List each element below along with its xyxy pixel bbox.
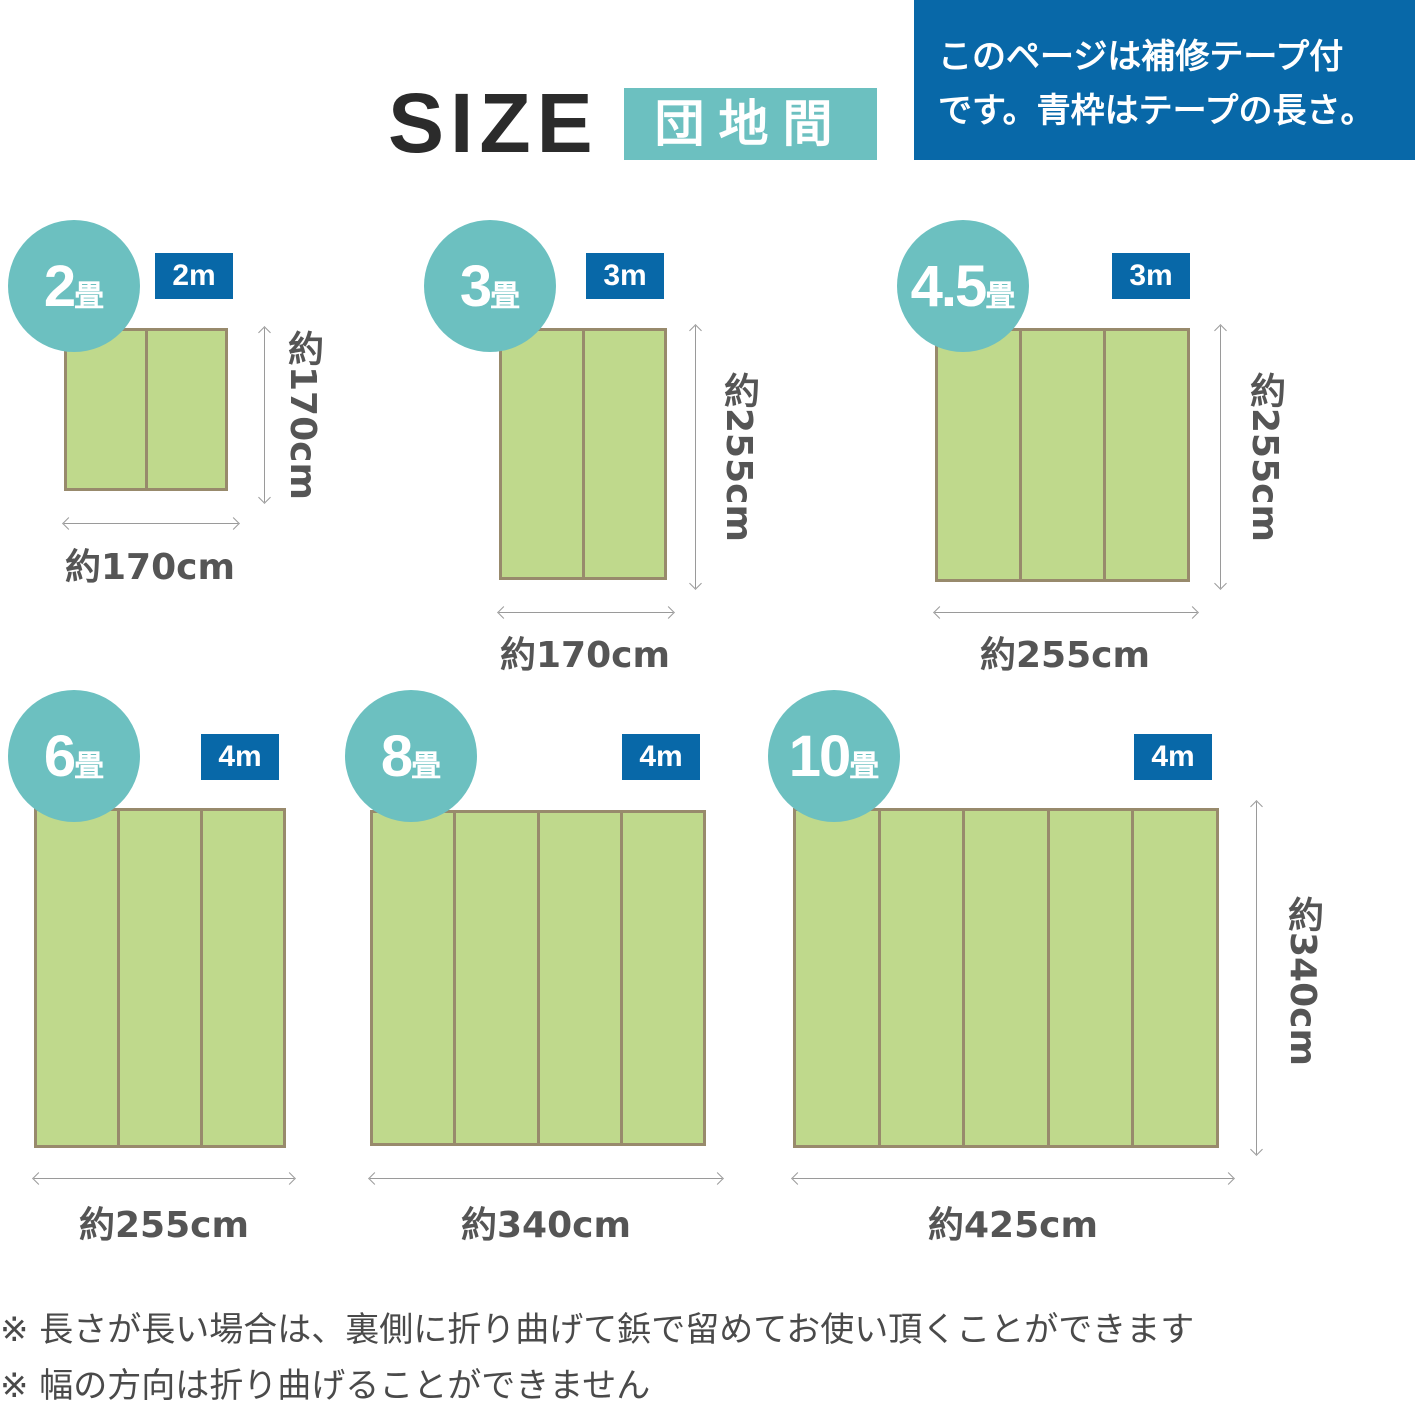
note-fold-length: ※ 長さが長い場合は、裏側に折り曲げて鋲で留めてお使い頂くことができます: [0, 1310, 1195, 1350]
tape-length-badge: 4m: [622, 734, 700, 780]
tatami-mat: [935, 328, 1190, 582]
size-unit: 畳: [411, 749, 442, 784]
width-label: 約170cm: [65, 547, 235, 588]
width-label: 約255cm: [79, 1205, 249, 1246]
mat-panel: [623, 813, 703, 1143]
notice-line-2: です。青枠はテープの長さ。: [938, 91, 1375, 131]
mat-panel: [148, 331, 226, 488]
height-arrow: [695, 326, 696, 588]
tatami-mat: [370, 810, 706, 1146]
width-label: 約255cm: [980, 635, 1150, 676]
size-unit: 畳: [849, 749, 880, 784]
size-number: 3: [459, 253, 492, 319]
mat-panel: [796, 811, 881, 1145]
width-arrow: [34, 1178, 294, 1179]
notice-line-1: このページは補修テープ付: [938, 37, 1344, 77]
height-label: 約340cm: [1282, 896, 1323, 1066]
size-unit: 畳: [74, 279, 105, 314]
height-label: 約255cm: [1244, 372, 1285, 542]
mat-panel: [67, 331, 148, 488]
mat-panel: [120, 811, 203, 1145]
mat-panel: [1106, 331, 1187, 579]
height-arrow: [1256, 802, 1257, 1154]
height-arrow: [1220, 326, 1221, 588]
tape-length-badge: 2m: [155, 253, 233, 299]
width-label: 約170cm: [500, 635, 670, 676]
size-title: SIZE: [388, 76, 599, 170]
mat-panel: [881, 811, 966, 1145]
tape-length-badge: 3m: [1112, 253, 1190, 299]
size-unit: 畳: [490, 279, 521, 314]
height-arrow: [264, 328, 265, 502]
mat-panel: [37, 811, 120, 1145]
size-number: 10: [788, 723, 851, 789]
width-arrow: [64, 523, 238, 524]
mat-panel: [456, 813, 540, 1143]
mat-panel: [938, 331, 1022, 579]
width-arrow: [935, 612, 1197, 613]
size-unit: 畳: [985, 279, 1016, 314]
mat-panel: [965, 811, 1050, 1145]
tape-notice: このページは補修テープ付 です。青枠はテープの長さ。: [914, 0, 1415, 160]
mat-panel: [585, 331, 665, 577]
mat-panel: [373, 813, 457, 1143]
note-fold-width: ※ 幅の方向は折り曲げることができません: [0, 1366, 651, 1406]
height-label: 約170cm: [282, 330, 323, 500]
size-number: 8: [380, 723, 413, 789]
tatami-mat: [34, 808, 286, 1148]
height-label: 約255cm: [718, 372, 759, 542]
mat-panel: [1050, 811, 1135, 1145]
width-label: 約340cm: [461, 1205, 631, 1246]
width-arrow: [370, 1178, 722, 1179]
size-number: 6: [43, 723, 76, 789]
width-label: 約425cm: [928, 1205, 1098, 1246]
width-arrow: [499, 612, 673, 613]
tatami-mat: [64, 328, 228, 491]
size-circle: 4.5 畳: [897, 220, 1029, 352]
mat-panel: [1022, 331, 1106, 579]
size-number: 2: [43, 253, 76, 319]
mat-panel: [1134, 811, 1216, 1145]
tape-length-badge: 3m: [586, 253, 664, 299]
size-unit: 畳: [74, 749, 105, 784]
width-arrow: [793, 1178, 1233, 1179]
size-circle: 10 畳: [768, 690, 900, 822]
mat-panel: [203, 811, 283, 1145]
tatami-mat: [499, 328, 667, 580]
type-badge: 団地間: [624, 88, 877, 160]
tatami-mat: [793, 808, 1219, 1148]
mat-panel: [540, 813, 623, 1143]
size-number: 4.5: [910, 253, 988, 319]
mat-panel: [502, 331, 585, 577]
tape-length-badge: 4m: [201, 734, 279, 780]
tape-length-badge: 4m: [1134, 734, 1212, 780]
